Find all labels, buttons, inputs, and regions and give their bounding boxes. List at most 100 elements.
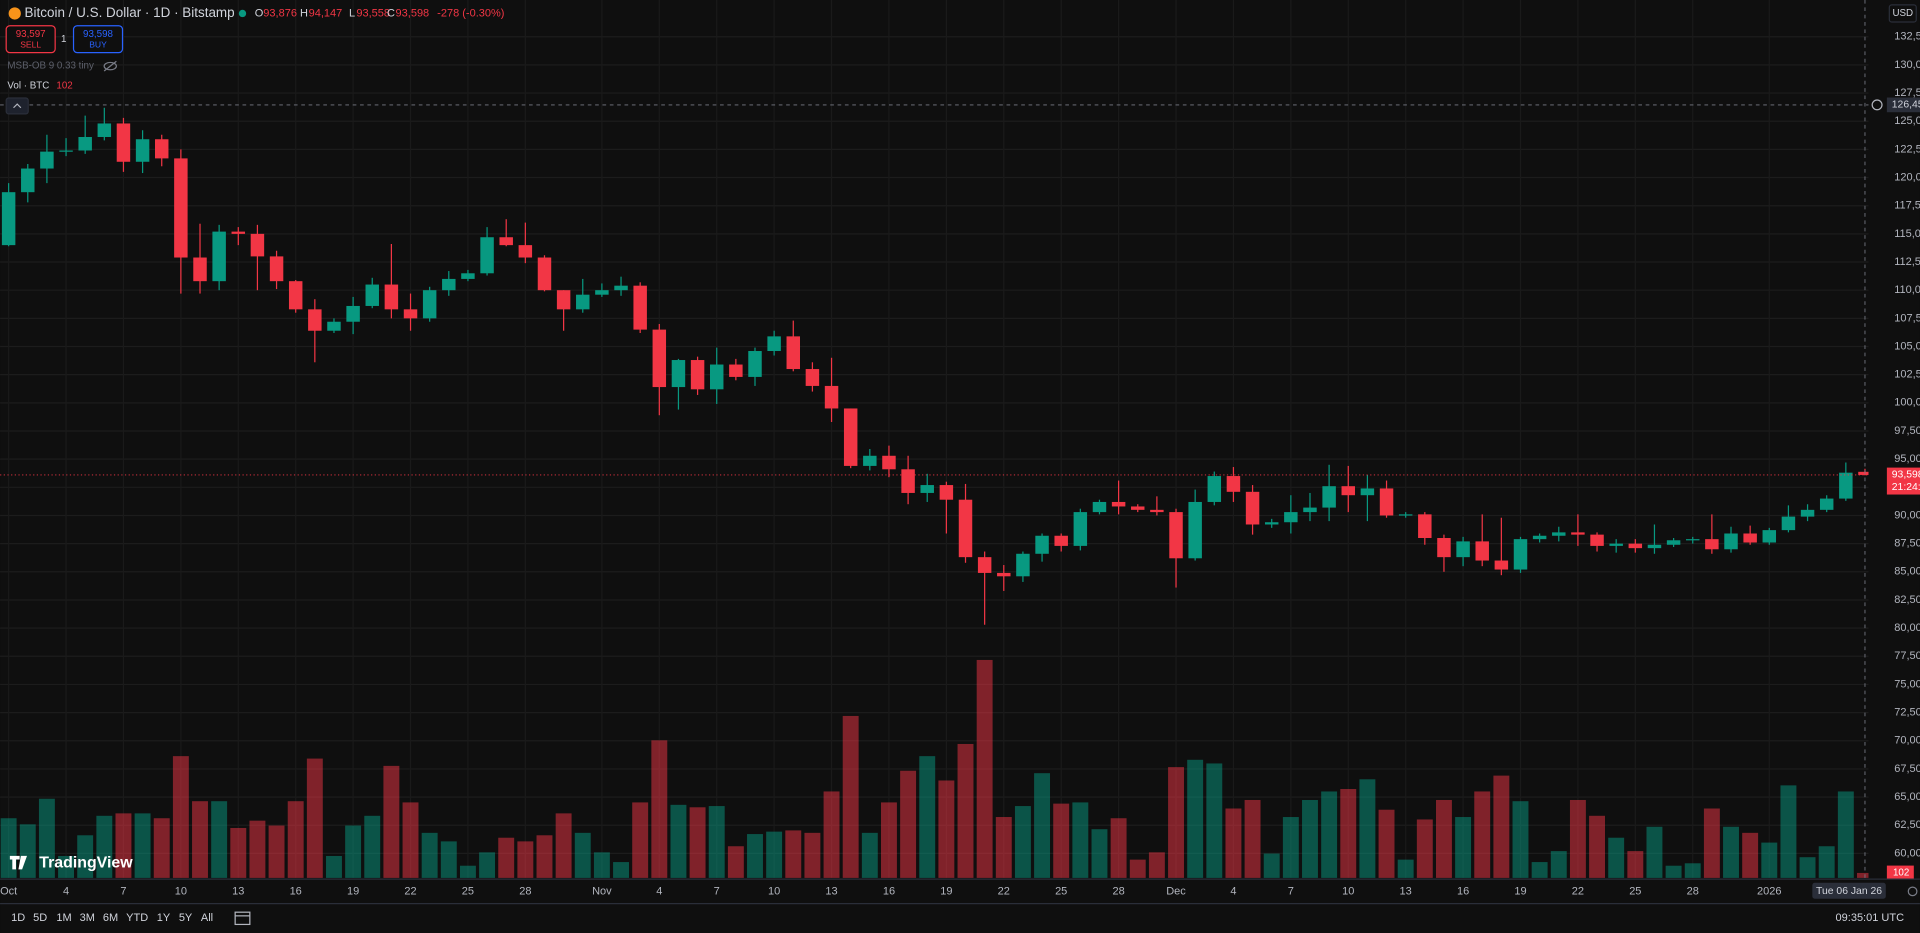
candle-body bbox=[729, 364, 743, 377]
range-button[interactable]: 5D bbox=[33, 912, 47, 924]
volume-bar bbox=[804, 832, 821, 878]
range-button[interactable]: All bbox=[201, 912, 213, 924]
add-alert-icon[interactable] bbox=[1871, 99, 1883, 111]
ohlc-value: 94,147 bbox=[309, 7, 343, 19]
candle-body bbox=[422, 290, 437, 319]
candle-body bbox=[1245, 491, 1260, 525]
indicator-label[interactable]: MSB-OB 9 0.33 tiny bbox=[7, 61, 94, 72]
volume-bar bbox=[459, 865, 476, 878]
volume-bar bbox=[306, 758, 323, 878]
ohlc-key: C bbox=[387, 7, 395, 19]
volume-bar bbox=[1627, 851, 1644, 878]
range-button[interactable]: 6M bbox=[103, 912, 118, 924]
y-tick-label: 82,500 bbox=[1894, 594, 1920, 606]
range-button[interactable]: 1Y bbox=[157, 912, 171, 924]
volume-bar bbox=[421, 832, 438, 878]
y-tick-label: 60,000 bbox=[1894, 847, 1920, 859]
range-button[interactable]: 1D bbox=[11, 912, 25, 924]
volume-bar bbox=[1034, 773, 1051, 878]
y-tick-label: 130,000 bbox=[1894, 59, 1920, 71]
volume-bar bbox=[766, 831, 783, 878]
candle-body bbox=[576, 294, 590, 310]
x-tick-label: 19 bbox=[940, 885, 952, 897]
volume-bar bbox=[613, 862, 629, 878]
buy-label: BUY bbox=[89, 40, 107, 50]
x-tick-label: 22 bbox=[1572, 885, 1584, 897]
range-button[interactable]: YTD bbox=[126, 912, 148, 924]
settings-icon[interactable] bbox=[1907, 886, 1918, 897]
y-tick-label: 110,000 bbox=[1894, 284, 1920, 296]
x-tick-label: 13 bbox=[232, 885, 244, 897]
y-tick-label: 132,500 bbox=[1894, 31, 1920, 43]
sell-price: 93,597 bbox=[16, 29, 46, 40]
calendar-icon[interactable] bbox=[234, 911, 251, 926]
sell-button[interactable] bbox=[5, 25, 56, 54]
x-tick-label: Dec bbox=[1166, 885, 1186, 897]
volume-bar bbox=[727, 846, 744, 878]
y-tick-label: 72,500 bbox=[1894, 707, 1920, 719]
volume-bar bbox=[1780, 785, 1797, 878]
x-tick-label: 16 bbox=[883, 885, 895, 897]
volume-bar bbox=[1512, 801, 1529, 878]
volume-bar bbox=[938, 780, 955, 878]
last-price-tag bbox=[1886, 467, 1920, 495]
volume-bar bbox=[1263, 853, 1280, 878]
volume-bar bbox=[211, 801, 228, 878]
range-button[interactable]: 1M bbox=[56, 912, 71, 924]
x-tick-label: 25 bbox=[462, 885, 474, 897]
candle-body bbox=[958, 499, 973, 558]
sell-label: SELL bbox=[20, 40, 41, 50]
buy-button[interactable] bbox=[72, 25, 124, 54]
currency-button[interactable] bbox=[1888, 4, 1917, 23]
collapse-button[interactable] bbox=[5, 97, 29, 115]
candle-body bbox=[1494, 560, 1509, 570]
volume-bar bbox=[574, 832, 591, 878]
range-button[interactable]: 3M bbox=[80, 912, 95, 924]
volume-indicator-value: 102 bbox=[56, 80, 72, 91]
candle-body bbox=[1131, 506, 1145, 510]
y-tick-label: 87,500 bbox=[1894, 538, 1920, 550]
volume-bar bbox=[1378, 809, 1395, 878]
volume-bar bbox=[1837, 791, 1854, 878]
y-tick-label: 115,000 bbox=[1894, 228, 1920, 240]
volume-bar bbox=[976, 659, 993, 878]
volume-bar bbox=[1282, 817, 1299, 878]
clock[interactable]: 09:35:01 UTC bbox=[1836, 912, 1905, 924]
volume-bar bbox=[881, 802, 897, 878]
symbol-icon bbox=[8, 7, 21, 20]
x-tick-label: 28 bbox=[1112, 885, 1124, 897]
volume-indicator-label[interactable]: Vol · BTC bbox=[7, 80, 49, 91]
candle-body bbox=[748, 351, 762, 377]
symbol-title[interactable]: Bitcoin / U.S. Dollar · 1D · Bitstamp bbox=[25, 5, 235, 20]
candle-body bbox=[78, 136, 92, 151]
y-tick-label: 117,500 bbox=[1894, 200, 1920, 212]
hide-icon[interactable] bbox=[103, 60, 117, 72]
toolbar: 1D 5D 1M 3M 6M YTD 1Y 5Y All bbox=[11, 912, 213, 924]
ohlc-value: 93,598 bbox=[396, 7, 430, 19]
volume-bar bbox=[1493, 775, 1510, 878]
candle-body bbox=[709, 364, 724, 390]
volume-bar bbox=[1455, 817, 1472, 878]
candle-body bbox=[499, 237, 513, 246]
candle-body bbox=[824, 385, 839, 409]
x-tick-label: 10 bbox=[768, 885, 780, 897]
crosshair-date: Tue 06 Jan 26 bbox=[1816, 886, 1882, 897]
y-tick-label: 80,000 bbox=[1894, 622, 1920, 634]
volume-bar bbox=[1818, 846, 1835, 878]
candle-body bbox=[786, 336, 801, 370]
candle-body bbox=[614, 285, 628, 291]
range-button[interactable]: 5Y bbox=[179, 912, 193, 924]
candle-body bbox=[1111, 501, 1126, 507]
volume-bar bbox=[249, 820, 266, 878]
y-tick-label: 97,500 bbox=[1894, 425, 1920, 437]
x-tick-label: 22 bbox=[404, 885, 416, 897]
volume-bar bbox=[479, 852, 496, 878]
volume-bar bbox=[498, 837, 515, 878]
volume-bar bbox=[900, 770, 917, 878]
candle-body bbox=[1705, 539, 1719, 550]
volume-bar bbox=[1435, 799, 1452, 878]
candle-body bbox=[767, 336, 781, 352]
volume-bar bbox=[1225, 808, 1242, 878]
candle-body bbox=[997, 572, 1011, 577]
volume-bar bbox=[1742, 832, 1759, 878]
